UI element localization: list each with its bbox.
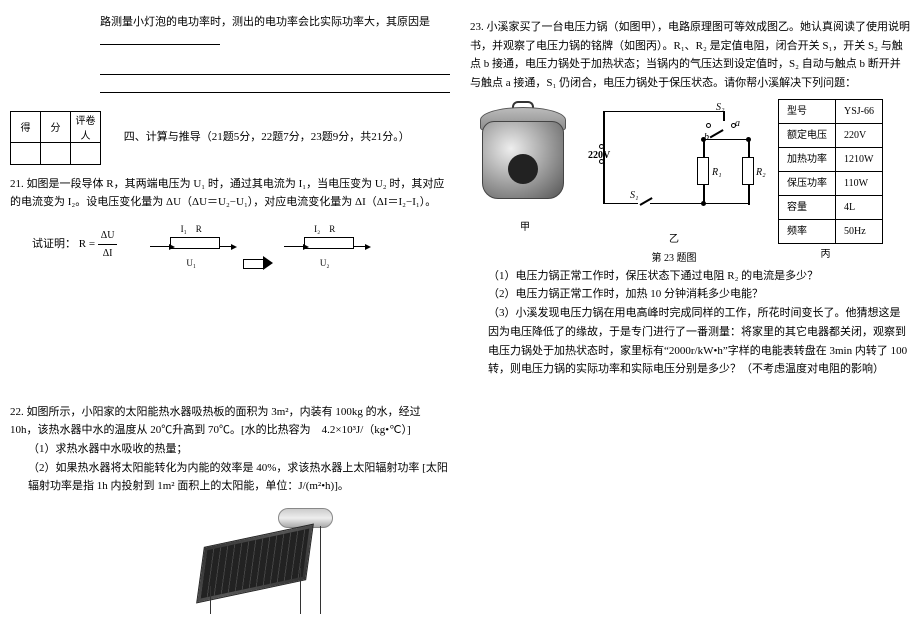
question-21: 21. 如图是一段导体 R，其两端电压为 U₁ 时，通过其电流为 I₁，当电压变… [10, 175, 450, 273]
circuit-block: 220V S₂ a b R₁ R₂ S₁ 乙 第 23 题图 [580, 99, 768, 267]
q21-formula-lhs: R = [79, 238, 95, 250]
cooker-block: 甲 [470, 99, 580, 236]
spec-block: 型号YSJ-66 额定电压220V 加热功率1210W 保压功率110W 容量4… [768, 99, 883, 263]
spec-table: 型号YSJ-66 额定电压220V 加热功率1210W 保压功率110W 容量4… [778, 99, 883, 244]
q23-sub2: （2）电压力锅正常工作时，加热 10 分钟消耗多少电能？ [488, 285, 910, 304]
q21-num: 21. [10, 178, 24, 190]
q22-sub2: （2）如果热水器将太阳能转化为内能的效率是 40%，求该热水器上太阳辐射功率 [… [28, 459, 450, 496]
question-23: 23. 小溪家买了一台电压力锅（如图甲），电路原理图可等效成图乙。她认真阅读了使… [470, 18, 910, 379]
score-de: 得 [11, 111, 41, 142]
caption-jia: 甲 [470, 219, 580, 236]
big-arrow-icon [243, 256, 273, 270]
score-fen: 分 [41, 111, 71, 142]
q21-prove: 试证明： [32, 238, 76, 250]
question-22: 22. 如图所示，小阳家的太阳能热水器吸热板的面积为 3m²，内装有 100kg… [10, 403, 450, 616]
q22-sub1: （1）求热水器中水吸收的热量； [28, 440, 450, 459]
q23-sub3: （3）小溪发现电压力锅在用电高峰时完成同样的工作，所花时间变长了。他猜想这是因为… [488, 304, 910, 379]
caption-yi: 乙 [580, 231, 768, 248]
q21-diagram: I₁ R U₁ I₂ R U₂ [150, 222, 366, 273]
blank-line [100, 33, 220, 45]
circuit-diagram: 220V S₂ a b R₁ R₂ S₁ [588, 99, 768, 229]
score-pjr: 评卷人 [71, 111, 101, 142]
q21-fraction: ΔU ΔI [98, 227, 118, 262]
blank-fullline-1 [100, 61, 450, 75]
q23-text: 小溪家买了一台电压力锅（如图甲），电路原理图可等效成图乙。她认真阅读了使用说明书… [470, 21, 910, 89]
section-4-title: 四、计算与推导（21题5分，22题7分，23题9分，共21分。） [124, 128, 410, 144]
intro-text: 路测量小灯泡的电功率时，测出的电功率会比实际功率大，其原因是 [100, 16, 430, 28]
q23-sub1: （1）电压力锅正常工作时，保压状态下通过电阻 R₂ 的电流是多少？ [488, 267, 910, 286]
q22-text: 如图所示，小阳家的太阳能热水器吸热板的面积为 3m²，内装有 100kg 的水，… [10, 406, 421, 437]
score-box: 得 分 评卷人 [10, 111, 101, 165]
pressure-cooker-image [470, 99, 580, 217]
q22-num: 22. [10, 406, 24, 418]
solar-heater-image [190, 506, 340, 616]
caption-fig: 第 23 题图 [580, 250, 768, 267]
caption-bing: 丙 [768, 246, 883, 263]
q23-num: 23. [470, 21, 484, 33]
blank-fullline-2 [100, 79, 450, 93]
q21-text: 如图是一段导体 R，其两端电压为 U₁ 时，通过其电流为 I₁，当电压变为 U₂… [10, 178, 444, 209]
